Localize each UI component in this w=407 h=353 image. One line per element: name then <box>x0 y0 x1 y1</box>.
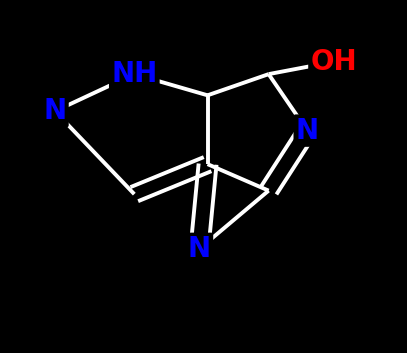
Text: NH: NH <box>111 60 158 88</box>
Text: N: N <box>188 235 211 263</box>
Text: N: N <box>296 116 319 145</box>
Text: N: N <box>44 97 66 125</box>
Text: OH: OH <box>311 48 357 76</box>
